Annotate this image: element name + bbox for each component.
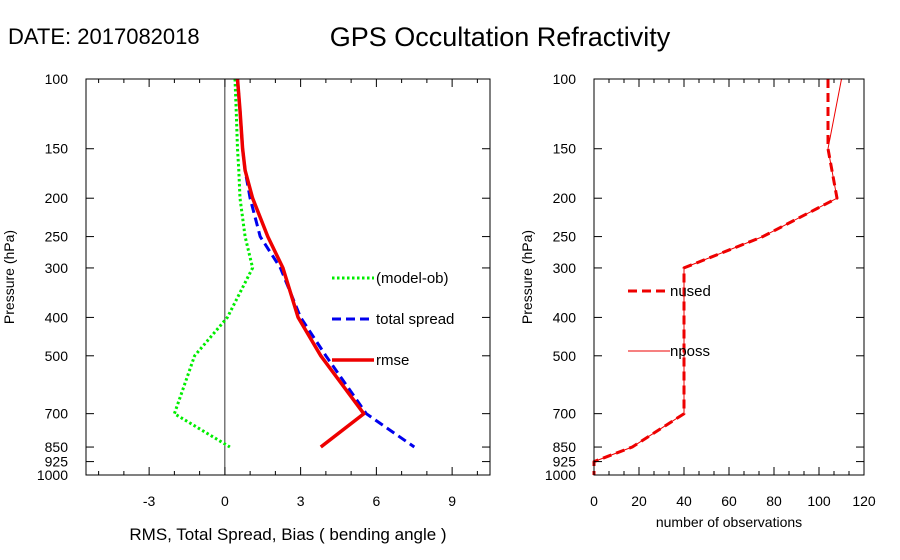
panel1-frame bbox=[85, 78, 491, 476]
panel2-x-tick-label: 80 bbox=[766, 493, 782, 509]
panel1-y-tick-label: 150 bbox=[45, 141, 69, 157]
panel2-legend-label: nused bbox=[670, 283, 711, 300]
panel1-series-modelob-line bbox=[172, 78, 255, 449]
panel1-y-tick-label: 1000 bbox=[37, 467, 68, 483]
panel2-y-tick-label: 925 bbox=[553, 454, 577, 470]
panel1-legend-label: rmse bbox=[376, 352, 409, 369]
panel2-x-tick-label: 20 bbox=[631, 493, 647, 509]
panel1-y-tick-label: 100 bbox=[45, 71, 69, 87]
date-label: DATE: 2017082018 bbox=[8, 24, 200, 49]
panel2-y-tick-label: 250 bbox=[553, 229, 577, 245]
panel1-y-tick-label: 700 bbox=[45, 406, 69, 422]
panel2-x-tick-label: 40 bbox=[676, 493, 692, 509]
panel1-x-tick-label: 0 bbox=[221, 493, 229, 509]
chart-title: GPS Occultation Refractivity bbox=[329, 22, 671, 52]
panel2-y-tick-label: 850 bbox=[553, 439, 577, 455]
panel1-y-tick-label: 200 bbox=[45, 190, 69, 206]
panel2-series-nposs-line bbox=[593, 78, 842, 475]
panel2-y-tick-label: 400 bbox=[553, 309, 577, 325]
panel2-frame bbox=[593, 78, 865, 476]
panel2-x-axis-label: number of observations bbox=[656, 514, 802, 530]
panel1-y-tick-label: 925 bbox=[45, 454, 69, 470]
panel2-y-tick-label: 1000 bbox=[545, 467, 576, 483]
panel1-y-axis-label: Pressure (hPa) bbox=[1, 230, 17, 324]
panel1-y-tick-label: 500 bbox=[45, 348, 69, 364]
panel1-y-tick-label: 400 bbox=[45, 309, 69, 325]
panel2-x-tick-label: 0 bbox=[590, 493, 598, 509]
panel2-y-tick-label: 100 bbox=[553, 71, 577, 87]
panel2-x-tick-label: 120 bbox=[852, 493, 876, 509]
panel1-y-tick-label: 250 bbox=[45, 229, 69, 245]
panel1-legend-label: (model-ob) bbox=[376, 270, 449, 287]
panel2-y-tick-label: 300 bbox=[553, 260, 577, 276]
panel2-x-tick-label: 100 bbox=[807, 493, 831, 509]
panel1-y-tick-label: 850 bbox=[45, 439, 69, 455]
panel2-x-tick-label: 60 bbox=[721, 493, 737, 509]
panel2-y-axis-label: Pressure (hPa) bbox=[519, 230, 535, 324]
panel2-y-tick-label: 500 bbox=[553, 348, 577, 364]
panel1-x-tick-label: 6 bbox=[372, 493, 380, 509]
panel1-series-rmse-line bbox=[235, 78, 366, 449]
panel2-y-tick-label: 150 bbox=[553, 141, 577, 157]
panel1-series-totalspread-line bbox=[236, 78, 416, 449]
panel2-series-nused-line bbox=[592, 79, 839, 475]
panel1-x-axis-label: RMS, Total Spread, Bias ( bending angle … bbox=[129, 525, 446, 544]
panel1-legend-label: total spread bbox=[376, 311, 454, 328]
panel2-legend-label: nposs bbox=[670, 343, 710, 360]
panel1-y-tick-label: 300 bbox=[45, 260, 69, 276]
panel2-y-tick-label: 200 bbox=[553, 190, 577, 206]
panel2-y-tick-label: 700 bbox=[553, 406, 577, 422]
panel1-x-tick-label: 9 bbox=[448, 493, 456, 509]
panel1-x-tick-label: 3 bbox=[297, 493, 305, 509]
panel1-x-tick-label: -3 bbox=[143, 493, 156, 509]
